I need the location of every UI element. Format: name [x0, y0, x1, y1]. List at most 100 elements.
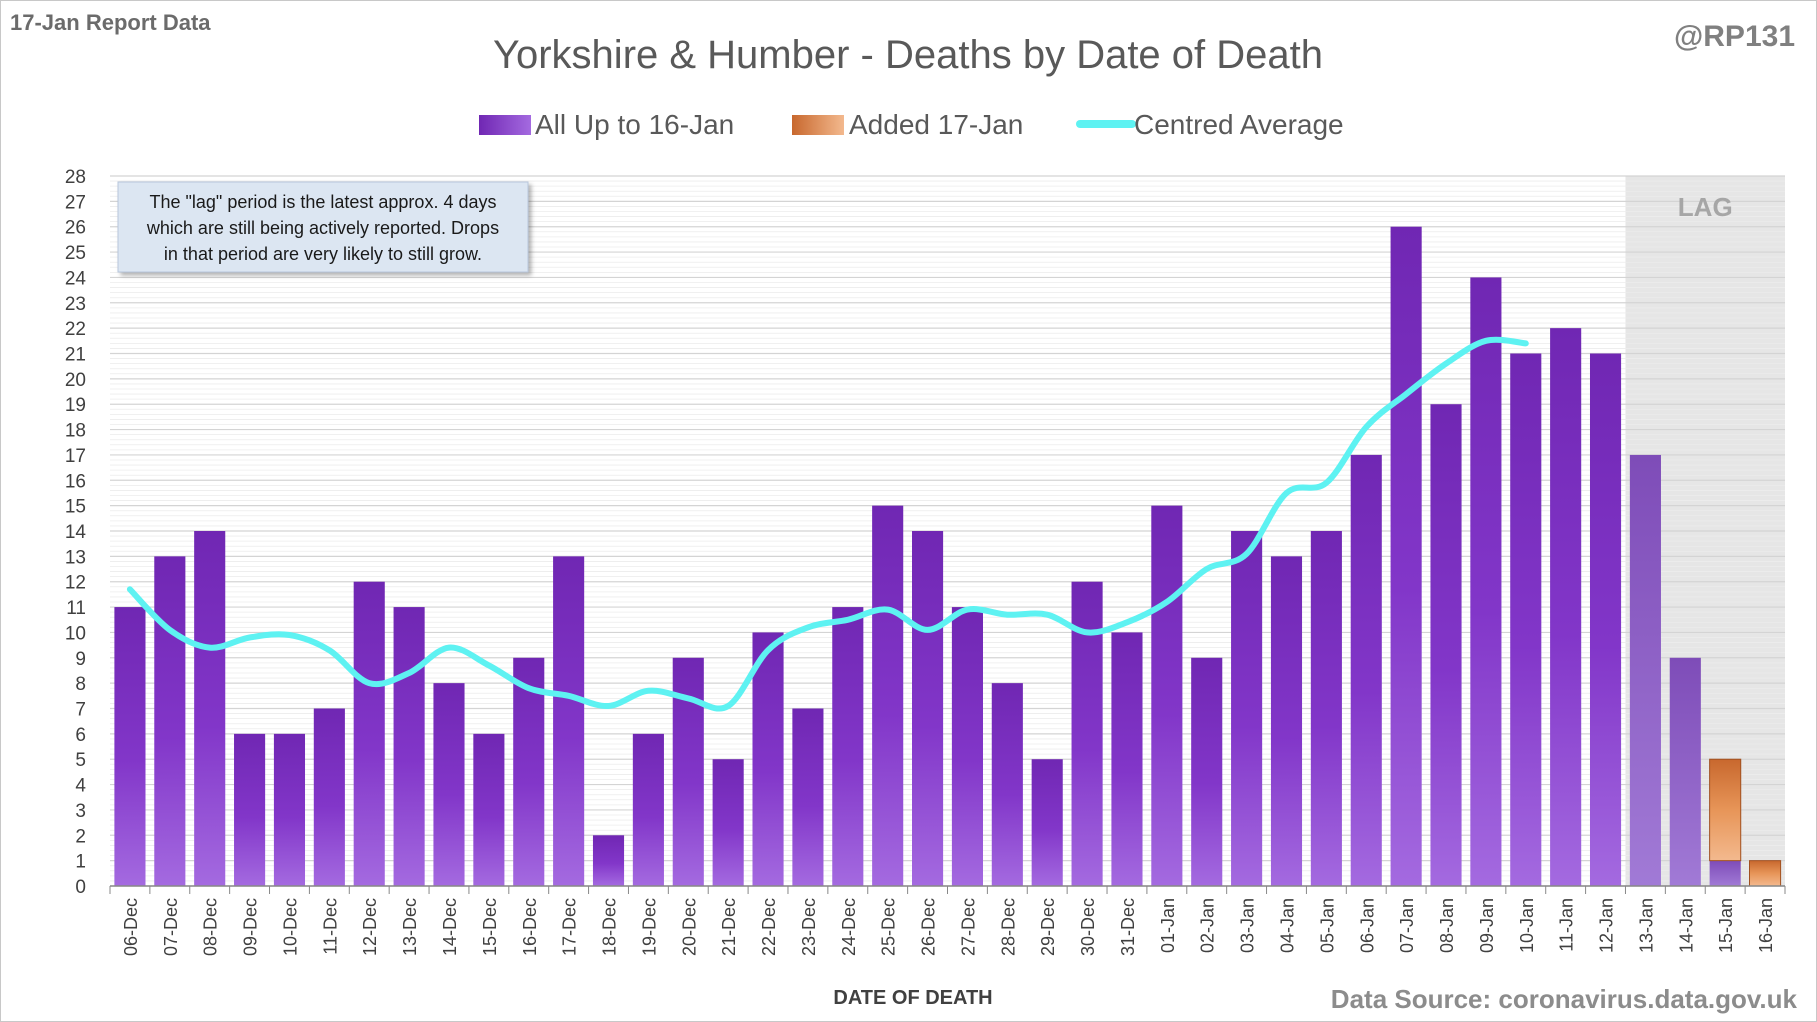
- bar-all-up-to-16-jan-03-jan: [1231, 531, 1263, 886]
- y-tick-label: 9: [75, 649, 86, 670]
- lag-note-line-3: in that period are very likely to still …: [164, 244, 482, 264]
- x-tick-label: 16-Jan: [1756, 898, 1776, 953]
- bar-all-up-to-16-jan-16-dec: [513, 657, 545, 886]
- bar-all-up-to-16-jan-06-jan: [1350, 454, 1382, 886]
- bar-all-up-to-16-jan-12-jan: [1589, 353, 1622, 886]
- bar-all-up-to-16-jan-29-dec: [1031, 759, 1063, 886]
- handle: @RP131: [1674, 20, 1795, 53]
- y-tick-label: 3: [75, 801, 86, 822]
- x-tick-label: 09-Dec: [241, 898, 261, 956]
- x-tick-label: 24-Dec: [839, 898, 859, 956]
- y-tick-label: 26: [65, 218, 86, 239]
- lag-note-line-2: which are still being actively reported.…: [146, 218, 499, 238]
- bar-all-up-to-16-jan-14-jan: [1669, 657, 1701, 886]
- x-tick-label: 12-Jan: [1597, 898, 1617, 953]
- y-tick-label: 11: [66, 598, 86, 619]
- y-tick-label: 6: [75, 725, 86, 746]
- bar-all-up-to-16-jan-09-jan: [1470, 277, 1502, 886]
- bar-all-up-to-16-jan-25-dec: [872, 505, 904, 886]
- x-tick-label: 07-Dec: [161, 898, 181, 956]
- x-tick-label: 13-Jan: [1636, 898, 1656, 953]
- y-tick-label: 22: [65, 319, 86, 340]
- y-tick-label: 1: [75, 852, 86, 873]
- y-tick-label: 23: [65, 294, 86, 315]
- y-tick-label: 2: [75, 826, 86, 847]
- legend-label-all-up-to-16-jan: All Up to 16-Jan: [535, 109, 734, 140]
- bar-all-up-to-16-jan-08-jan: [1430, 404, 1462, 886]
- bar-all-up-to-16-jan-08-dec: [194, 531, 226, 886]
- x-tick-label: 28-Dec: [998, 898, 1018, 956]
- x-tick-label: 15-Dec: [480, 898, 500, 956]
- x-tick-label: 14-Jan: [1676, 898, 1696, 953]
- bar-all-up-to-16-jan-13-dec: [393, 607, 425, 886]
- x-tick-label: 10-Dec: [280, 898, 300, 956]
- x-tick-label: 23-Dec: [799, 898, 819, 956]
- y-tick-label: 18: [65, 421, 86, 442]
- bar-added-17-jan-16-jan: [1749, 860, 1782, 887]
- bar-all-up-to-16-jan-12-dec: [353, 581, 385, 886]
- x-tick-label: 10-Jan: [1517, 898, 1537, 953]
- y-tick-label: 5: [75, 750, 86, 771]
- bar-all-up-to-16-jan-11-jan: [1550, 328, 1582, 887]
- bar-all-up-to-16-jan-26-dec: [912, 531, 944, 886]
- x-tick-label: 11-Jan: [1557, 898, 1577, 952]
- x-tick-label: 19-Dec: [639, 898, 659, 956]
- x-tick-label: 21-Dec: [719, 898, 739, 956]
- x-tick-label: 08-Jan: [1437, 898, 1457, 953]
- x-tick-label: 16-Dec: [520, 898, 540, 956]
- lag-note-line-1: The "lag" period is the latest approx. 4…: [150, 192, 497, 212]
- y-axis-ticks: 0123456789101112131415161718192021222324…: [65, 167, 87, 898]
- bar-all-up-to-16-jan-15-dec: [473, 733, 505, 886]
- x-axis-ticks: 06-Dec 07-Dec 08-Dec 09-Dec 10-Dec 11-Dec 12-D…: [109, 886, 1786, 956]
- bar-all-up-to-16-jan-04-jan: [1270, 556, 1303, 886]
- x-tick-label: 12-Dec: [360, 898, 380, 956]
- x-tick-label: 31-Dec: [1118, 898, 1138, 956]
- x-tick-label: 05-Jan: [1317, 898, 1337, 953]
- y-tick-label: 14: [65, 522, 87, 543]
- legend-label-added-17-jan: Added 17-Jan: [849, 109, 1023, 140]
- x-tick-label: 15-Jan: [1716, 898, 1736, 953]
- x-tick-label: 01-Jan: [1158, 898, 1178, 953]
- y-tick-label: 15: [65, 497, 86, 518]
- y-tick-label: 12: [65, 573, 86, 594]
- y-tick-label: 28: [65, 167, 86, 188]
- bar-all-up-to-16-jan-14-dec: [433, 683, 465, 886]
- lag-label: LAG: [1678, 192, 1733, 222]
- bar-all-up-to-16-jan-10-jan: [1510, 353, 1542, 886]
- bar-all-up-to-16-jan-07-jan: [1390, 226, 1422, 886]
- y-tick-label: 20: [65, 370, 86, 391]
- x-tick-label: 09-Jan: [1477, 898, 1497, 953]
- y-tick-label: 24: [65, 268, 87, 289]
- bar-all-up-to-16-jan-07-dec: [154, 556, 186, 886]
- y-tick-label: 13: [65, 547, 86, 568]
- bar-all-up-to-16-jan-10-dec: [273, 733, 306, 886]
- x-tick-label: 22-Dec: [759, 898, 779, 956]
- y-tick-label: 25: [65, 243, 86, 264]
- y-tick-label: 19: [65, 395, 86, 416]
- legend-swatch-added-17-jan: [792, 115, 844, 135]
- y-tick-label: 7: [75, 700, 86, 721]
- lag-note: The "lag" period is the latest approx. 4…: [117, 181, 529, 273]
- bar-all-up-to-16-jan-18-dec: [592, 835, 625, 886]
- x-tick-label: 11-Dec: [320, 898, 340, 955]
- x-tick-label: 06-Jan: [1357, 898, 1377, 953]
- y-tick-label: 0: [75, 877, 86, 898]
- report-label: 17-Jan Report Data: [10, 10, 211, 35]
- y-tick-label: 17: [65, 446, 86, 467]
- bar-all-up-to-16-jan-20-dec: [672, 657, 704, 886]
- grid-lines: [110, 175, 1785, 887]
- bar-all-up-to-16-jan-17-dec: [553, 556, 585, 886]
- bar-all-up-to-16-jan-23-dec: [792, 708, 824, 886]
- bar-all-up-to-16-jan-09-dec: [234, 733, 266, 886]
- bar-all-up-to-16-jan-06-dec: [114, 607, 146, 886]
- x-tick-label: 13-Dec: [400, 898, 420, 956]
- x-tick-label: 14-Dec: [440, 898, 460, 956]
- legend-swatch-all-up-to-16-jan: [479, 115, 531, 135]
- data-source: Data Source: coronavirus.data.gov.uk: [1331, 984, 1798, 1014]
- bar-all-up-to-16-jan-21-dec: [712, 759, 744, 886]
- bar-all-up-to-16-jan-11-dec: [313, 708, 345, 886]
- bar-all-up-to-16-jan-19-dec: [632, 733, 664, 886]
- x-axis-title: DATE OF DEATH: [833, 987, 992, 1009]
- bar-all-up-to-16-jan-24-dec: [832, 607, 864, 886]
